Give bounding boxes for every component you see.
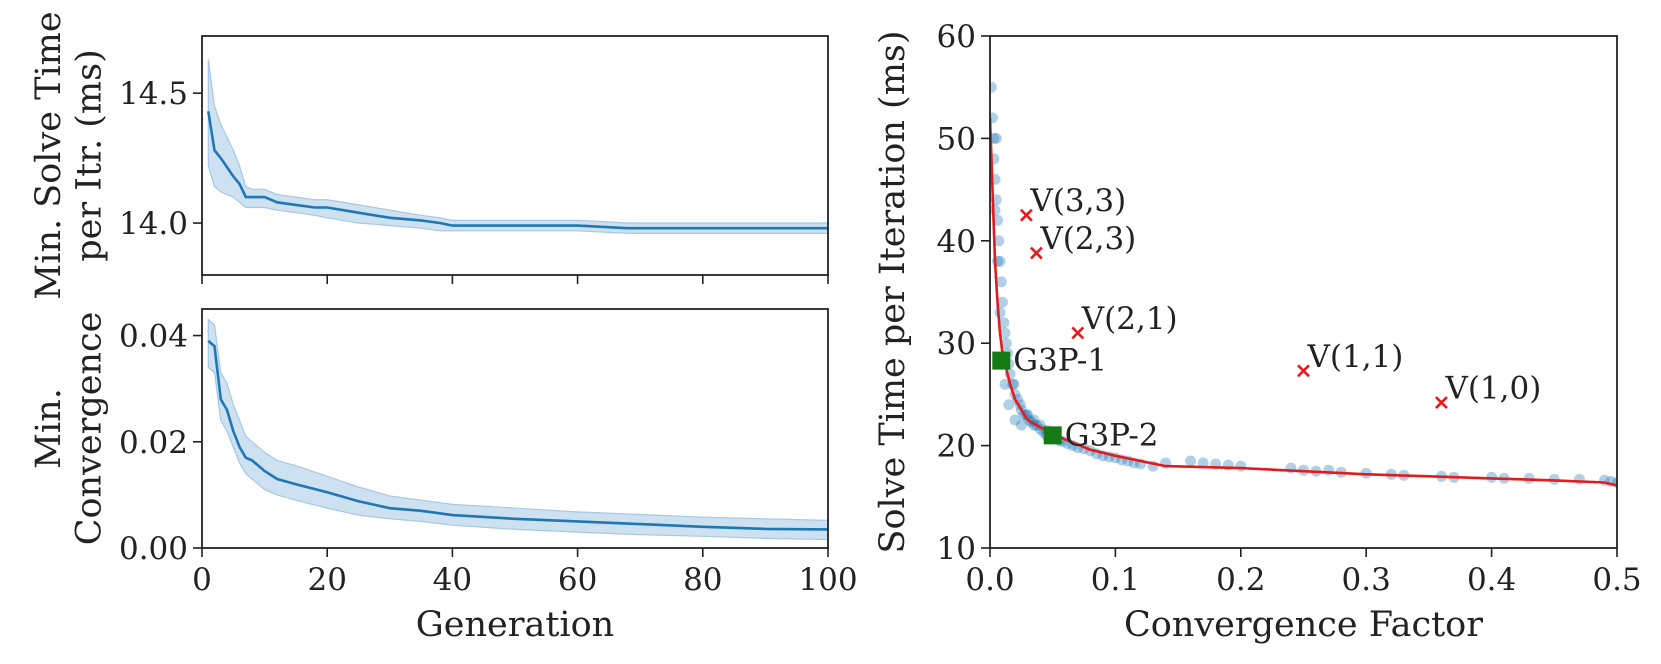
scatter-point — [994, 255, 1006, 267]
x-marker — [1071, 326, 1085, 340]
y-axis-label-line: Min. — [29, 388, 69, 469]
marker-label: G3P-1 — [1013, 343, 1107, 379]
scatter-point — [1573, 473, 1585, 485]
y-tick-label: 20 — [937, 429, 976, 465]
plot-area — [207, 318, 828, 541]
x-tick-label: 0.1 — [1091, 562, 1140, 598]
scatter-point — [1323, 464, 1335, 476]
mean-line — [207, 111, 828, 230]
scatter-point — [998, 317, 1010, 329]
x-tick-label: 0.2 — [1216, 562, 1265, 598]
plot-frame — [201, 35, 829, 276]
plot-frame — [989, 35, 1618, 549]
y-tick-label: 0.02 — [119, 425, 188, 461]
scatter-point — [993, 235, 1005, 247]
x-marker-stroke — [1019, 208, 1033, 222]
scatter-point — [1003, 399, 1015, 411]
x-tick-label: 20 — [307, 562, 346, 598]
scatter-point — [1000, 337, 1012, 349]
x-tick-label: 0.5 — [1592, 562, 1641, 598]
y-tick-label: 50 — [937, 121, 976, 157]
scatter-point — [990, 112, 998, 124]
x-tick-label: 60 — [558, 562, 597, 598]
mean-line — [207, 339, 828, 531]
x-tick-label: 0 — [192, 562, 212, 598]
plot-area — [207, 59, 828, 234]
y-tick-label: 60 — [937, 19, 976, 55]
marker-label: V(2,1) — [1081, 301, 1178, 337]
scatter-point — [1235, 460, 1247, 472]
scatter-point — [995, 276, 1007, 288]
x-marker — [1019, 208, 1033, 222]
x-marker-stroke — [1435, 396, 1448, 410]
x-axis-label: Generation — [416, 605, 614, 645]
square-marker — [1043, 426, 1062, 445]
plot-frame — [201, 308, 829, 549]
x-marker — [1029, 246, 1043, 260]
y-axis-label: Min.Convergence — [29, 312, 109, 546]
panel-min-convergence: 0 20 40 60 80 100 0.00 0.02 0.04 Min.Convergence G… — [29, 308, 858, 645]
scatter-point — [994, 307, 1006, 318]
marker-label: V(2,3) — [1039, 221, 1136, 257]
scatter-point — [990, 204, 1001, 216]
x-tick-label: 40 — [433, 562, 472, 598]
y-tick-label: 0.00 — [119, 531, 188, 567]
x-marker-stroke — [1297, 364, 1310, 378]
marker-label: V(1,0) — [1444, 371, 1541, 407]
scatter-point — [1009, 414, 1021, 426]
y-axis-label: Solve Time per Iteration (ms) — [873, 30, 913, 553]
scatter-point — [1015, 419, 1027, 431]
y-tick-label: 14.5 — [119, 76, 188, 112]
y-axis-label: Min. Solve Timeper Itr. (ms) — [29, 11, 109, 299]
scatter-point — [1185, 455, 1197, 467]
confidence-band — [207, 59, 828, 234]
scatter-point — [990, 132, 1002, 144]
x-axis-label: Convergence Factor — [1124, 605, 1483, 645]
x-tick-label: 0.4 — [1467, 562, 1516, 598]
y-axis-label-line: Convergence — [69, 312, 109, 546]
square-marker — [992, 351, 1011, 370]
scatter-point — [990, 132, 1000, 144]
x-marker-stroke — [1071, 326, 1085, 340]
x-marker — [1435, 396, 1448, 410]
marker-label: G3P-2 — [1065, 417, 1159, 453]
scatter-point — [990, 81, 997, 93]
scatter-point — [999, 378, 1011, 390]
x-marker-stroke — [1029, 246, 1043, 260]
marker-label: V(1,1) — [1307, 339, 1404, 375]
x-tick-label: 0.3 — [1342, 562, 1391, 598]
marker-label: V(3,3) — [1029, 183, 1126, 219]
scatter-point — [999, 327, 1011, 339]
y-tick-label: 40 — [937, 224, 976, 260]
x-tick-label: 80 — [683, 562, 722, 598]
confidence-band — [207, 318, 828, 541]
scatter-point — [997, 296, 1008, 308]
y-tick-label: 30 — [937, 326, 976, 362]
y-tick-label: 10 — [937, 531, 976, 567]
panel-min-solve-time: 14.0 14.5 Min. Solve Timeper Itr. (ms) — [29, 11, 829, 300]
x-tick-label: 100 — [798, 562, 857, 598]
x-tick-label: 0.0 — [965, 562, 1014, 598]
y-axis-label-line: per Itr. (ms) — [69, 49, 109, 261]
x-marker — [1297, 364, 1310, 378]
panel-solve-time-vs-convergence: 0.0 0.1 0.2 0.3 0.4 0.5102030405060V(3,3)V(2,… — [873, 19, 1642, 645]
y-tick-label: 14.0 — [119, 206, 188, 242]
pareto-frontier-line — [990, 117, 1617, 487]
y-axis-label-line: Min. Solve Time — [29, 11, 69, 299]
y-tick-label: 0.04 — [119, 319, 188, 355]
